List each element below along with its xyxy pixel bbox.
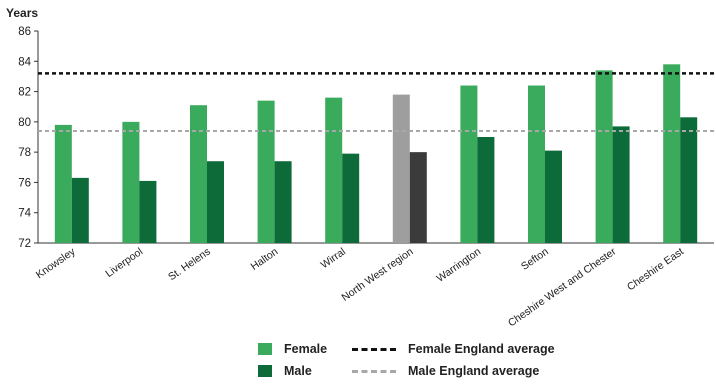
bar-female — [325, 97, 343, 243]
reference-lines — [38, 72, 714, 132]
x-tick-label: St. Helens — [166, 246, 213, 284]
y-tick-label: 78 — [18, 147, 31, 159]
y-tick-label: 76 — [18, 177, 31, 189]
bar-female — [460, 85, 478, 243]
y-axis-ticks: 72 74 76 78 80 82 84 86 — [18, 26, 38, 250]
legend-line-male-average — [352, 369, 396, 373]
bar-female — [595, 70, 613, 243]
legend-item-male-england-average: Male England average — [352, 364, 539, 378]
bar-male — [139, 180, 157, 243]
legend-swatch-male — [258, 365, 272, 377]
bar-male — [612, 126, 630, 243]
bar-male — [477, 137, 495, 243]
bar-male — [274, 161, 292, 243]
x-tick-label: Cheshire East — [625, 246, 686, 294]
legend-item-female: Female — [258, 342, 327, 356]
bars — [54, 64, 698, 244]
bar-male — [207, 161, 224, 243]
y-axis-label: Years — [6, 6, 38, 20]
bar-female — [663, 64, 681, 243]
bar-female — [190, 105, 207, 243]
y-tick-label: 82 — [18, 87, 31, 99]
legend-label-male: Male — [284, 364, 312, 378]
bar-female — [528, 85, 545, 243]
y-tick-label: 72 — [18, 238, 31, 250]
legend-item-female-england-average: Female England average — [352, 342, 555, 356]
legend-label-female: Female — [284, 342, 328, 356]
legend-label-male-average: Male England average — [408, 364, 540, 378]
y-tick-label: 80 — [18, 117, 31, 129]
x-tick-label: Halton — [249, 246, 281, 273]
legend-swatch-female — [258, 343, 272, 355]
x-tick-label: Sefton — [519, 246, 551, 273]
bar-female — [122, 121, 140, 243]
bar-male — [71, 177, 89, 243]
bar-male — [342, 153, 360, 243]
y-tick-label: 74 — [18, 208, 31, 220]
bar-male — [680, 117, 698, 243]
y-tick-label: 84 — [18, 56, 31, 68]
bar-female — [392, 94, 410, 243]
x-tick-label: Liverpool — [103, 246, 145, 280]
bar-female — [54, 124, 72, 243]
legend-label-female-average: Female England average — [408, 342, 555, 356]
legend-line-female-average — [352, 347, 396, 351]
x-tick-label: Warrington — [434, 246, 483, 285]
legend-item-male: Male — [258, 364, 312, 378]
bar-male — [545, 150, 562, 243]
bar-female — [257, 100, 275, 244]
x-tick-label: Knowsley — [34, 245, 78, 281]
x-tick-label: North West region — [339, 246, 415, 304]
y-tick-label: 86 — [18, 26, 31, 38]
x-tick-label: Cheshire West and Chester — [506, 245, 619, 329]
x-tick-label: Wirral — [319, 246, 348, 272]
bar-male — [409, 152, 427, 243]
x-axis-labels: Knowsley Liverpool St. Helens Halton WirralN… — [34, 245, 686, 329]
